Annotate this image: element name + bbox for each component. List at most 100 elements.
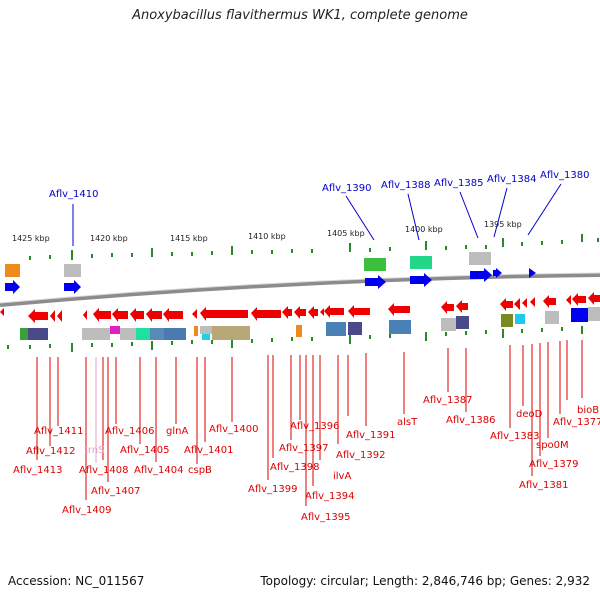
ruler-label: 1420 kbp bbox=[90, 234, 128, 243]
leader-line bbox=[527, 183, 562, 236]
forward-gene-label: Aflv_1388 bbox=[381, 180, 431, 191]
leader-line bbox=[407, 193, 420, 241]
reverse-gene-label: glnA bbox=[166, 426, 188, 437]
feature-box bbox=[212, 326, 250, 340]
forward-gene-label: Aflv_1410 bbox=[49, 189, 99, 200]
feature-box bbox=[28, 328, 48, 340]
feature-box bbox=[110, 326, 120, 334]
feature-box bbox=[441, 318, 456, 331]
feature-box bbox=[456, 316, 469, 329]
reverse-gene-label: Aflv_1386 bbox=[446, 415, 496, 426]
gene-arrow bbox=[441, 301, 454, 314]
gene-arrow bbox=[308, 306, 318, 319]
gene-arrow bbox=[251, 307, 281, 321]
gene-arrow bbox=[456, 300, 468, 313]
ruler-labels: 1425 kbp 1420 kbp 1415 kbp 1410 kbp 1405… bbox=[12, 220, 522, 243]
genome-title: Anoxybacillus flavithermus WK1, complete… bbox=[132, 8, 468, 23]
reverse-gene-label: Aflv_1405 bbox=[120, 445, 170, 456]
reverse-gene-label: trnS bbox=[84, 445, 105, 456]
gene-arrow bbox=[130, 308, 144, 322]
reverse-gene-label: Aflv_1383 bbox=[490, 431, 540, 442]
gene-arrow bbox=[282, 306, 292, 319]
feature-box bbox=[120, 328, 136, 340]
feature-box bbox=[410, 256, 432, 269]
gene-arrow bbox=[493, 268, 502, 278]
gene-arrow bbox=[324, 305, 344, 318]
gene-arrow bbox=[146, 308, 162, 322]
reverse-gene-label: Aflv_1412 bbox=[26, 446, 76, 457]
reverse-gene-label: Aflv_1400 bbox=[209, 424, 259, 435]
gene-arrow bbox=[530, 297, 535, 307]
reverse-gene-label: Aflv_1394 bbox=[305, 491, 355, 502]
feature-box bbox=[588, 307, 600, 321]
feature-box bbox=[389, 320, 411, 334]
reverse-gene-label: Aflv_1413 bbox=[13, 465, 63, 476]
forward-gene-label: Aflv_1380 bbox=[540, 170, 590, 181]
reverse-gene-label: Aflv_1401 bbox=[184, 445, 234, 456]
gene-arrow bbox=[470, 268, 492, 282]
reverse-gene-label: Aflv_1391 bbox=[346, 430, 396, 441]
feature-box bbox=[326, 322, 346, 336]
ruler-label: 1395 kbp bbox=[484, 220, 522, 229]
forward-gene-label: Aflv_1390 bbox=[322, 183, 372, 194]
gene-arrow bbox=[50, 310, 55, 322]
feature-box bbox=[94, 328, 110, 340]
gene-arrow bbox=[514, 298, 520, 310]
reverse-gene-label: Aflv_1387 bbox=[423, 395, 473, 406]
ruler-label: 1410 kbp bbox=[248, 232, 286, 241]
topology-label: Topology: circular; Length: 2,846,746 bp… bbox=[260, 574, 590, 588]
feature-box bbox=[20, 328, 28, 340]
gene-arrow bbox=[112, 308, 128, 322]
reverse-gene-label: Aflv_1411 bbox=[34, 426, 84, 437]
reverse-gene-label: cspB bbox=[188, 465, 212, 476]
gene-arrow bbox=[0, 308, 4, 316]
reverse-gene-label: Aflv_1407 bbox=[91, 486, 141, 497]
feature-box bbox=[469, 252, 491, 265]
reverse-gene-label: Aflv_1406 bbox=[105, 426, 155, 437]
gene-arrow bbox=[163, 308, 183, 322]
feature-box bbox=[136, 328, 150, 340]
reverse-gene-label: bioB bbox=[577, 405, 599, 416]
gene-arrow bbox=[572, 293, 586, 306]
feature-box bbox=[64, 264, 81, 277]
ruler-label: 1405 kbp bbox=[327, 229, 365, 238]
feature-box bbox=[150, 328, 164, 340]
feature-box bbox=[348, 322, 362, 335]
reverse-gene-label: Aflv_1396 bbox=[290, 421, 340, 432]
feature-box bbox=[164, 328, 186, 340]
gene-arrow bbox=[64, 280, 81, 294]
gene-arrow bbox=[5, 280, 20, 294]
gene-arrow bbox=[192, 309, 197, 319]
feature-box bbox=[200, 326, 212, 334]
feature-box bbox=[501, 314, 513, 327]
gene-arrow bbox=[93, 308, 111, 322]
genome-backbone-highlight bbox=[0, 272, 600, 304]
forward-gene-label: Aflv_1385 bbox=[434, 178, 484, 189]
gene-arrow bbox=[200, 307, 248, 321]
reverse-gene-label: Aflv_1399 bbox=[248, 484, 298, 495]
gene-arrow bbox=[365, 275, 386, 289]
forward-labels: Aflv_1410 Aflv_1390 Aflv_1388 Aflv_1385 … bbox=[49, 170, 590, 246]
genome-backbone bbox=[0, 273, 600, 307]
feature-box bbox=[545, 311, 559, 324]
reverse-gene-label: Aflv_1377 bbox=[553, 417, 600, 428]
ruler-ticks-lower bbox=[7, 326, 583, 352]
feature-box bbox=[571, 308, 588, 322]
reverse-gene-label: Aflv_1395 bbox=[301, 512, 351, 523]
ruler-label: 1400 kbp bbox=[405, 225, 443, 234]
feature-box bbox=[5, 264, 20, 277]
feature-box bbox=[364, 258, 386, 271]
forward-strand bbox=[5, 252, 536, 294]
gene-arrow bbox=[348, 305, 370, 318]
gene-arrow bbox=[410, 273, 432, 287]
gene-arrow bbox=[57, 310, 62, 322]
ruler-label: 1415 kbp bbox=[170, 234, 208, 243]
reverse-gene-label: Aflv_1397 bbox=[279, 443, 329, 454]
ruler-ticks-upper bbox=[29, 234, 599, 260]
feature-box bbox=[515, 314, 525, 324]
feature-box bbox=[194, 326, 198, 336]
reverse-strand bbox=[0, 292, 600, 340]
gene-arrow bbox=[566, 295, 571, 305]
reverse-gene-label: ilvA bbox=[333, 471, 351, 482]
